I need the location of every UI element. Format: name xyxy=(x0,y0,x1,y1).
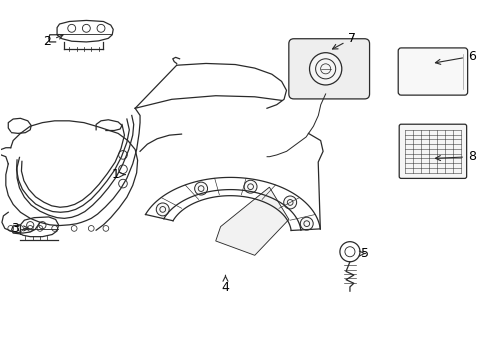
Text: 8: 8 xyxy=(436,150,476,163)
FancyBboxPatch shape xyxy=(289,39,369,99)
Polygon shape xyxy=(216,187,289,255)
Circle shape xyxy=(244,180,257,193)
FancyBboxPatch shape xyxy=(399,124,466,179)
Circle shape xyxy=(284,196,296,209)
Circle shape xyxy=(340,242,360,262)
FancyBboxPatch shape xyxy=(398,48,467,95)
Text: 2: 2 xyxy=(44,35,63,49)
Text: 1: 1 xyxy=(112,168,125,181)
Text: 5: 5 xyxy=(359,247,368,260)
Circle shape xyxy=(310,53,342,85)
Circle shape xyxy=(195,182,208,195)
Circle shape xyxy=(156,203,169,216)
Text: 3: 3 xyxy=(11,222,28,235)
Text: 7: 7 xyxy=(333,32,356,49)
Text: 4: 4 xyxy=(221,275,229,294)
Text: 6: 6 xyxy=(436,50,476,64)
Circle shape xyxy=(300,217,313,230)
